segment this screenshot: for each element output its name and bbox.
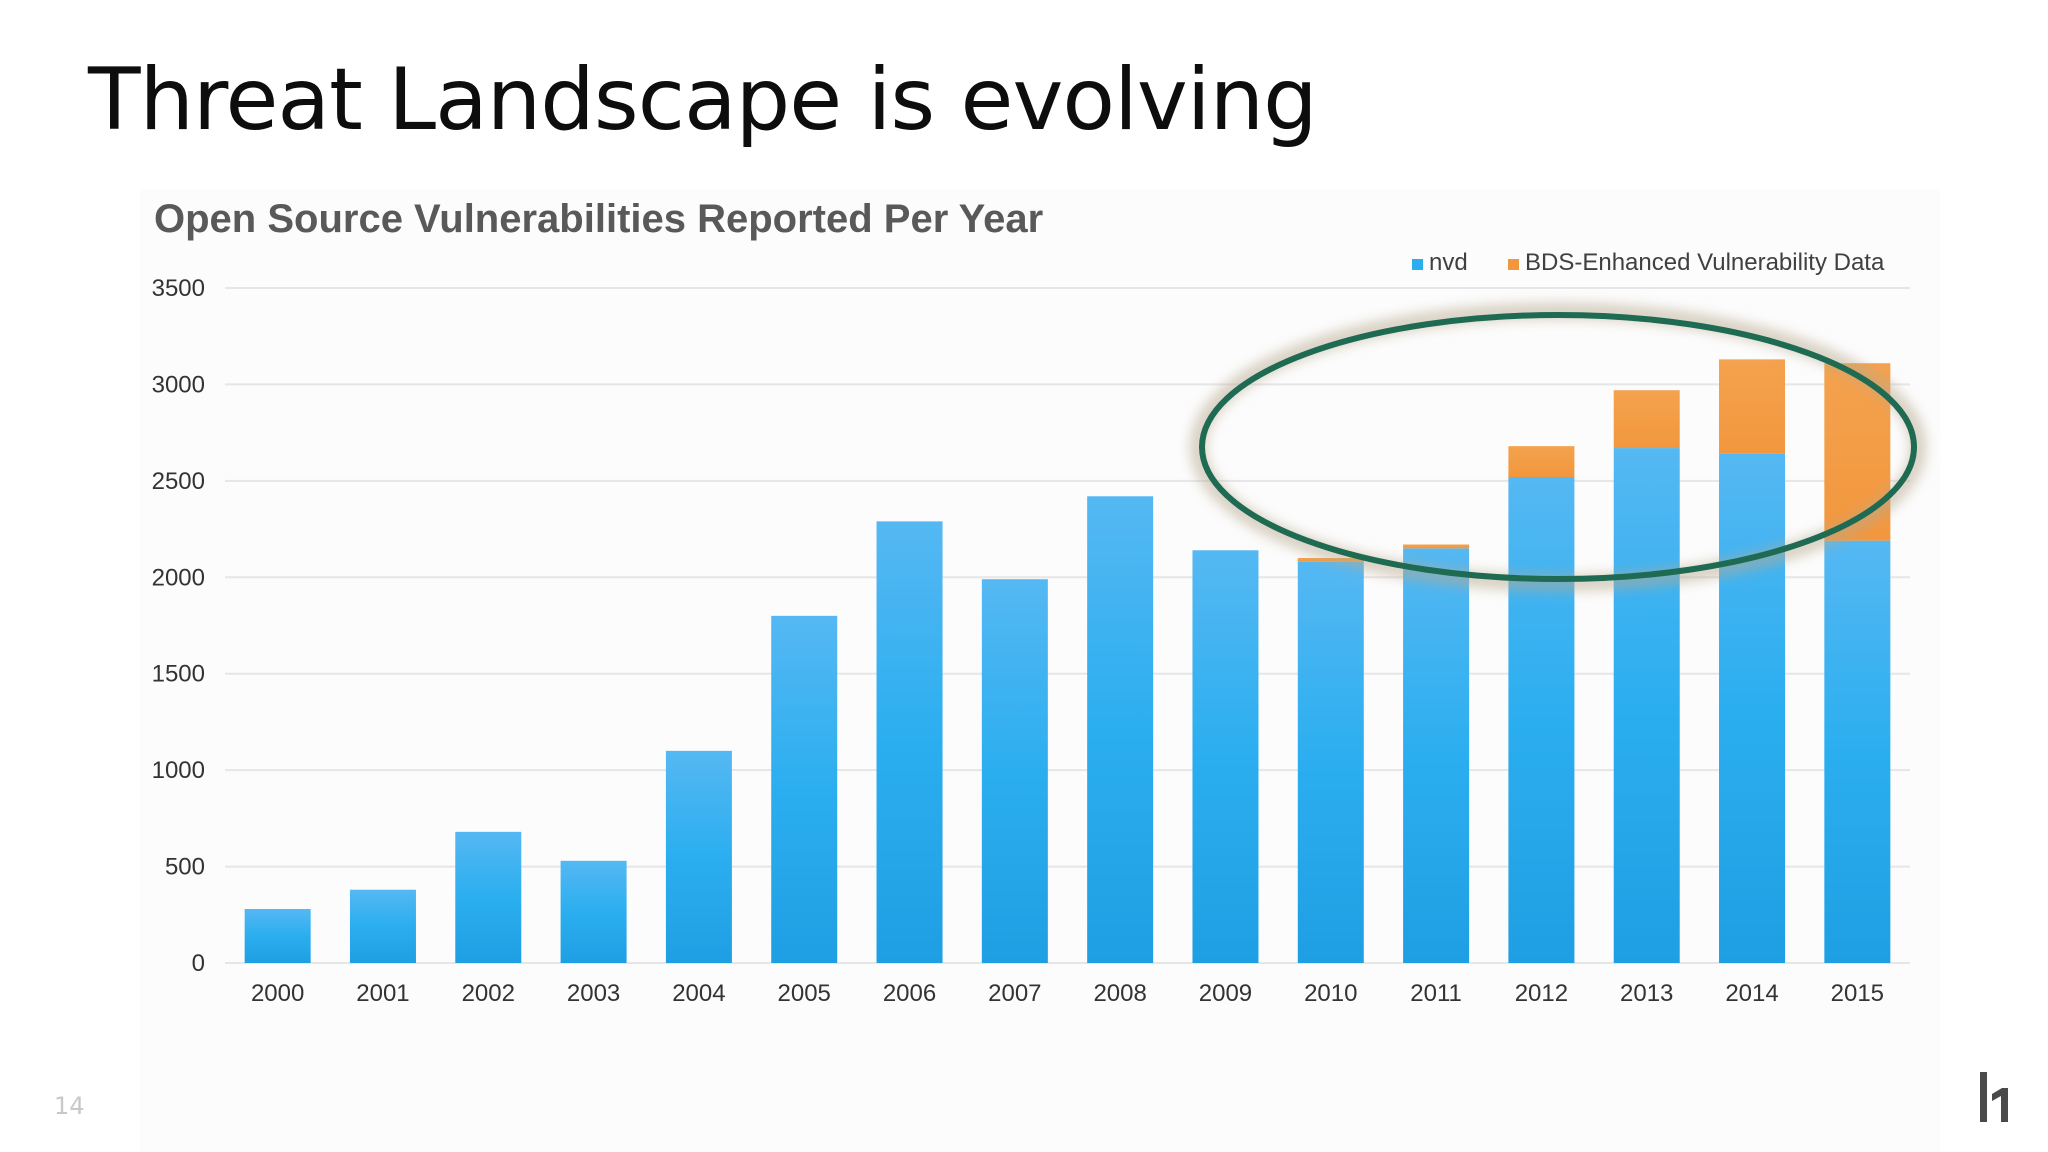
y-tick-label: 0	[192, 950, 205, 977]
page-number: 14	[54, 1092, 85, 1120]
bar-nvd-2001	[349, 889, 416, 963]
chart-panel: Open Source Vulnerabilities Reported Per…	[140, 190, 1940, 1152]
bar-nvd-2012	[1508, 477, 1575, 963]
legend-label-nvd: nvd	[1429, 249, 1468, 276]
bar-nvd-2005	[771, 615, 838, 963]
bar-nvd-2006	[876, 521, 943, 963]
y-tick-label: 500	[165, 854, 205, 881]
y-tick-label: 1500	[152, 661, 205, 688]
x-tick-label: 2014	[1725, 980, 1778, 1007]
highlight-ellipse-stroke	[1199, 312, 1917, 582]
bar-nvd-2013	[1613, 448, 1680, 964]
bar-nvd-2008	[1087, 496, 1154, 963]
legend-label-bds: BDS-Enhanced Vulnerability Data	[1525, 249, 1885, 276]
x-tick-label: 2008	[1093, 980, 1146, 1007]
x-tick-label: 2002	[462, 980, 515, 1007]
bar-nvd-2007	[981, 579, 1048, 963]
y-tick-label: 2500	[152, 468, 205, 495]
y-tick-label: 1000	[152, 757, 205, 784]
y-tick-label: 2000	[152, 564, 205, 591]
bar-nvd-2009	[1192, 550, 1259, 963]
bar-nvd-2014	[1719, 453, 1786, 963]
bar-nvd-2002	[455, 831, 522, 963]
bar-bds-2013	[1613, 390, 1680, 449]
slide-title: Threat Landscape is evolving	[88, 50, 1318, 150]
x-tick-label: 2011	[1410, 980, 1462, 1007]
bar-nvd-2011	[1403, 548, 1470, 963]
bar-chart: Open Source Vulnerabilities Reported Per…	[152, 197, 1926, 1007]
x-tick-label: 2015	[1831, 980, 1884, 1007]
x-tick-label: 2005	[778, 980, 831, 1007]
bar-nvd-2010	[1297, 561, 1364, 963]
x-tick-label: 2003	[567, 980, 620, 1007]
bar-nvd-2004	[665, 750, 732, 963]
y-tick-label: 3000	[152, 371, 205, 398]
x-tick-label: 2012	[1515, 980, 1568, 1007]
legend-swatch-nvd	[1412, 259, 1423, 270]
x-tick-label: 2010	[1304, 980, 1357, 1007]
y-tick-label: 3500	[152, 275, 205, 302]
bar-nvd-2015	[1824, 540, 1891, 963]
highlight-ellipse	[1190, 303, 1926, 591]
bar-nvd-2003	[560, 860, 627, 963]
highlight-ellipse-shadow	[1190, 303, 1926, 591]
bar-bds-2012	[1508, 446, 1575, 477]
x-tick-label: 2009	[1199, 980, 1252, 1007]
legend-swatch-bds	[1508, 259, 1519, 270]
x-tick-label: 2007	[988, 980, 1041, 1007]
x-tick-label: 2006	[883, 980, 936, 1007]
x-tick-label: 2000	[251, 980, 304, 1007]
chart-title: Open Source Vulnerabilities Reported Per…	[154, 197, 1043, 241]
bar-nvd-2000	[244, 909, 311, 963]
hackerone-logo-icon: h1	[1980, 1072, 2008, 1122]
bar-bds-2014	[1719, 359, 1786, 454]
x-tick-label: 2001	[356, 980, 409, 1007]
x-tick-label: 2004	[672, 980, 725, 1007]
bar-bds-2011	[1403, 544, 1470, 549]
x-tick-label: 2013	[1620, 980, 1673, 1007]
